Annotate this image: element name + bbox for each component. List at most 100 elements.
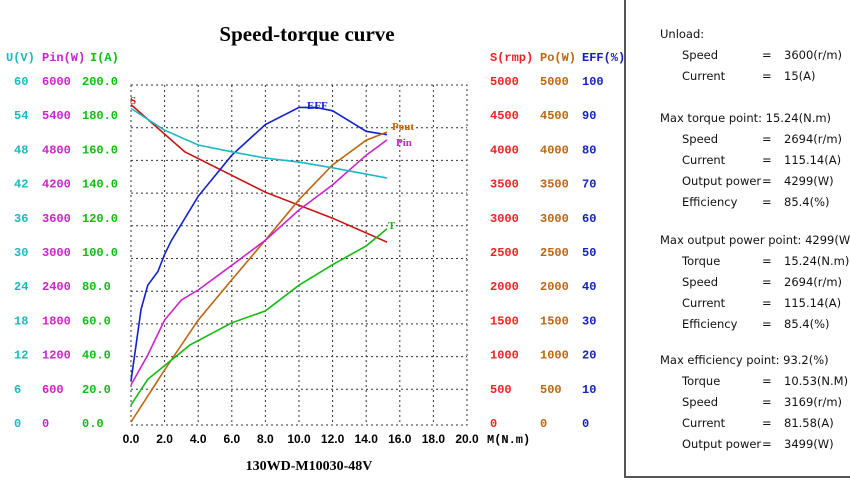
x-tick-label: 0.0 [123,432,140,446]
info-key: Speed [682,275,719,289]
plot-border [130,84,468,426]
info-value: 81.58(A) [784,416,834,430]
axis-tick-label: 4800 [42,143,71,157]
axis-tick-label: 1800 [42,314,71,328]
axis-tick-label: 18 [14,314,28,328]
axis-tick-label: 100 [582,75,604,89]
series-line-pin [130,139,388,386]
axis-tick-label: 500 [540,383,562,397]
info-row: Current = 115.14(A) [660,150,842,171]
x-tick-label: 18.0 [422,432,446,446]
info-value: 115.14(A) [784,153,842,167]
axis-tick-label: 1000 [540,349,569,363]
axis-label-pow: Po(W) [540,51,576,65]
axis-tick-label: 0 [42,417,49,431]
info-value: 85.4(%) [784,317,830,331]
axis-tick-label: 2500 [540,246,569,260]
series-line-pout [130,131,388,423]
info-equals: = [762,195,772,209]
axis-tick-label: 70 [582,178,596,192]
axis-tick-label: 1500 [540,314,569,328]
info-equals: = [762,317,772,331]
chart-title: Speed-torque curve [219,22,394,46]
axis-tick-label: 6000 [42,75,71,89]
info-section: Max efficiency point: 93.2(%) Torque = 10.5… [660,350,848,455]
info-section-title: Unload: [660,27,705,41]
info-section-title: Max efficiency point: 93.2(%) [660,353,829,367]
info-row: Efficiency = 85.4(%) [660,192,842,213]
series-line-eff [130,106,388,382]
info-key: Speed [682,395,719,409]
curve-label-s: S [130,95,136,107]
axis-tick-label: 5000 [490,75,519,89]
info-equals: = [762,275,772,289]
axis-tick-label: 4200 [42,178,71,192]
axis-tick-label: 30 [14,246,28,260]
axis-tick-label: 5000 [540,75,569,89]
info-section: Max output power point: 4299(W) Torque = 15… [660,230,850,335]
info-row: Speed = 2694(r/m) [660,129,842,150]
info-value: 10.53(N.M) [784,374,849,388]
info-value: 115.14(A) [784,296,842,310]
axis-tick-label: 0.0 [82,417,104,431]
axis-tick-label: 5400 [42,109,71,123]
axis-label-pinw: Pin(W) [42,51,85,65]
axis-tick-label: 0 [490,417,497,431]
info-key: Efficiency [682,195,738,209]
axis-tick-label: 40 [582,280,596,294]
axis-tick-label: 24 [14,280,28,294]
curve-label-t: T [388,220,396,232]
info-row: Current = 15(A) [660,66,842,87]
axis-tick-label: 0 [14,417,21,431]
axis-tick-label: 50 [582,246,596,260]
info-equals: = [762,48,772,62]
axis-tick-label: 4500 [490,109,519,123]
info-row: Current = 81.58(A) [660,413,848,434]
axis-tick-label: 2400 [42,280,71,294]
info-equals: = [762,132,772,146]
info-equals: = [762,416,772,430]
info-equals: = [762,69,772,83]
axis-tick-label: 40.0 [82,349,111,363]
info-row: Torque = 10.53(N.M) [660,371,848,392]
info-value: 15.24(N.m) [784,254,850,268]
info-equals: = [762,296,772,310]
axis-label-ia: I(A) [90,51,119,65]
axis-tick-label: 180.0 [82,109,118,123]
axis-tick-label: 3600 [42,212,71,226]
axis-tick-label: 3000 [540,212,569,226]
info-row: Speed = 3600(r/m) [660,45,842,66]
axis-tick-label: 4500 [540,109,569,123]
info-key: Efficiency [682,317,738,331]
axis-tick-label: 3500 [490,178,519,192]
curve-label-pin: Pin [396,137,412,149]
info-panel: Unload: Speed = 3600(r/m) Current = 15(A) Max t… [624,0,850,478]
axis-tick-label: 90 [582,109,596,123]
x-tick-label: 16.0 [388,432,412,446]
curve-label-pout: Pout [392,121,414,133]
axis-tick-label: 60.0 [82,314,111,328]
axis-tick-label: 4000 [540,143,569,157]
axis-tick-label: 160.0 [82,143,118,157]
series-line-t [130,228,388,406]
axis-tick-label: 10 [582,383,596,397]
info-equals: = [762,153,772,167]
info-equals: = [762,174,772,188]
axis-tick-label: 20.0 [82,383,111,397]
info-value: 2694(r/m) [784,132,843,146]
info-section: Unload: Speed = 3600(r/m) Current = 15(A) [660,24,842,87]
info-section-title: Max output power point: 4299(W) [660,233,850,247]
x-tick-label: 6.0 [223,432,240,446]
info-equals: = [762,395,772,409]
axis-tick-label: 3500 [540,178,569,192]
axis-tick-label: 0 [540,417,547,431]
axis-label-eff: EFF(%) [582,51,625,65]
info-row: Speed = 2694(r/m) [660,272,850,293]
axis-tick-label: 0 [582,417,589,431]
info-key: Torque [682,254,721,268]
x-axis-label: M(N.m) [487,433,530,447]
info-value: 4299(W) [784,174,834,188]
axis-tick-label: 1500 [490,314,519,328]
info-key: Torque [682,374,721,388]
